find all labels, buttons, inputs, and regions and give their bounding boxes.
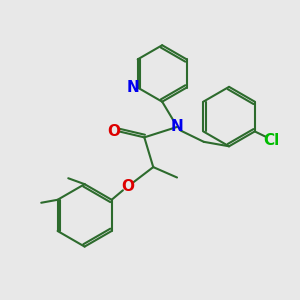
Text: N: N bbox=[127, 80, 140, 95]
Text: O: O bbox=[122, 179, 134, 194]
Text: O: O bbox=[107, 124, 120, 139]
Text: N: N bbox=[171, 119, 183, 134]
Text: Cl: Cl bbox=[263, 133, 279, 148]
